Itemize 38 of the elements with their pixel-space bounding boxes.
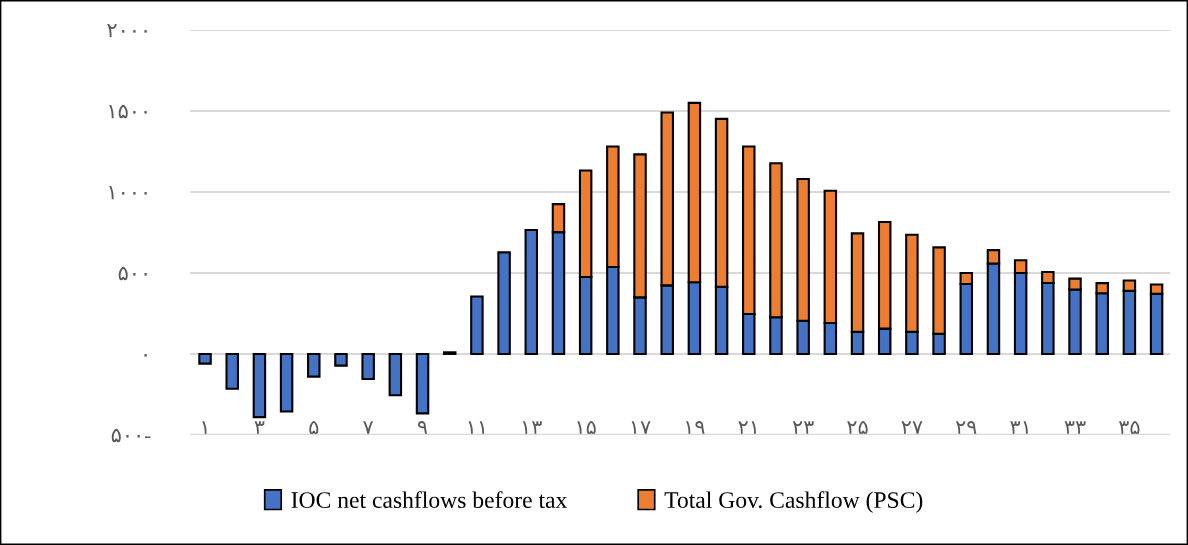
x-tick-label: ۱۵ bbox=[577, 420, 596, 435]
bar bbox=[388, 352, 403, 397]
y-tick-label: ۵۰۰- bbox=[111, 428, 151, 443]
x-tick-label: ۲۵ bbox=[847, 420, 868, 435]
x-tick-label: ۳۱ bbox=[1010, 421, 1028, 435]
y-tick-label: ۱۰۰۰ bbox=[109, 185, 147, 200]
x-tick-label: ۲۳ bbox=[792, 421, 814, 435]
x-tick-label: ۳۵ bbox=[1118, 420, 1140, 435]
bar bbox=[225, 352, 239, 390]
x-tick-label: ۷ bbox=[363, 421, 374, 435]
bar bbox=[415, 352, 430, 415]
y-tick-label: ۰ bbox=[144, 354, 147, 357]
x-tick-label: ۵ bbox=[309, 420, 319, 435]
legend-label: IOC net cashflows before tax bbox=[291, 491, 568, 509]
legend-label: Total Gov. Cashflow (PSC) bbox=[664, 491, 923, 513]
bar bbox=[252, 352, 267, 419]
x-tick-label: ۱۳ bbox=[522, 421, 542, 435]
x-tick-label: ۲۷ bbox=[901, 421, 923, 435]
bar bbox=[307, 352, 321, 378]
x-tick-label: ۱۹ bbox=[686, 421, 705, 435]
bar bbox=[279, 352, 294, 413]
x-tick-label: ۹ bbox=[417, 421, 428, 435]
x-tick-label: ۳ bbox=[254, 421, 265, 435]
x-tick-label: ۲۱ bbox=[738, 421, 756, 435]
y-tick-label: ۱۵۰۰ bbox=[109, 104, 147, 119]
bar bbox=[334, 352, 348, 367]
bar bbox=[361, 352, 375, 381]
bar bbox=[497, 251, 511, 355]
y-tick-label: ۲۰۰۰ bbox=[107, 23, 147, 38]
x-tick-label: ۱ bbox=[202, 421, 207, 435]
x-tick-label: ۱۱ bbox=[468, 421, 485, 435]
bar bbox=[470, 295, 484, 355]
x-tick-label: ۱۷ bbox=[631, 421, 651, 435]
y-tick-label: ۵۰۰ bbox=[118, 266, 147, 281]
bar bbox=[524, 228, 539, 355]
x-tick-label: ۲۹ bbox=[955, 421, 977, 435]
x-tick-label: ۳۳ bbox=[1064, 421, 1086, 435]
bar bbox=[198, 352, 212, 365]
